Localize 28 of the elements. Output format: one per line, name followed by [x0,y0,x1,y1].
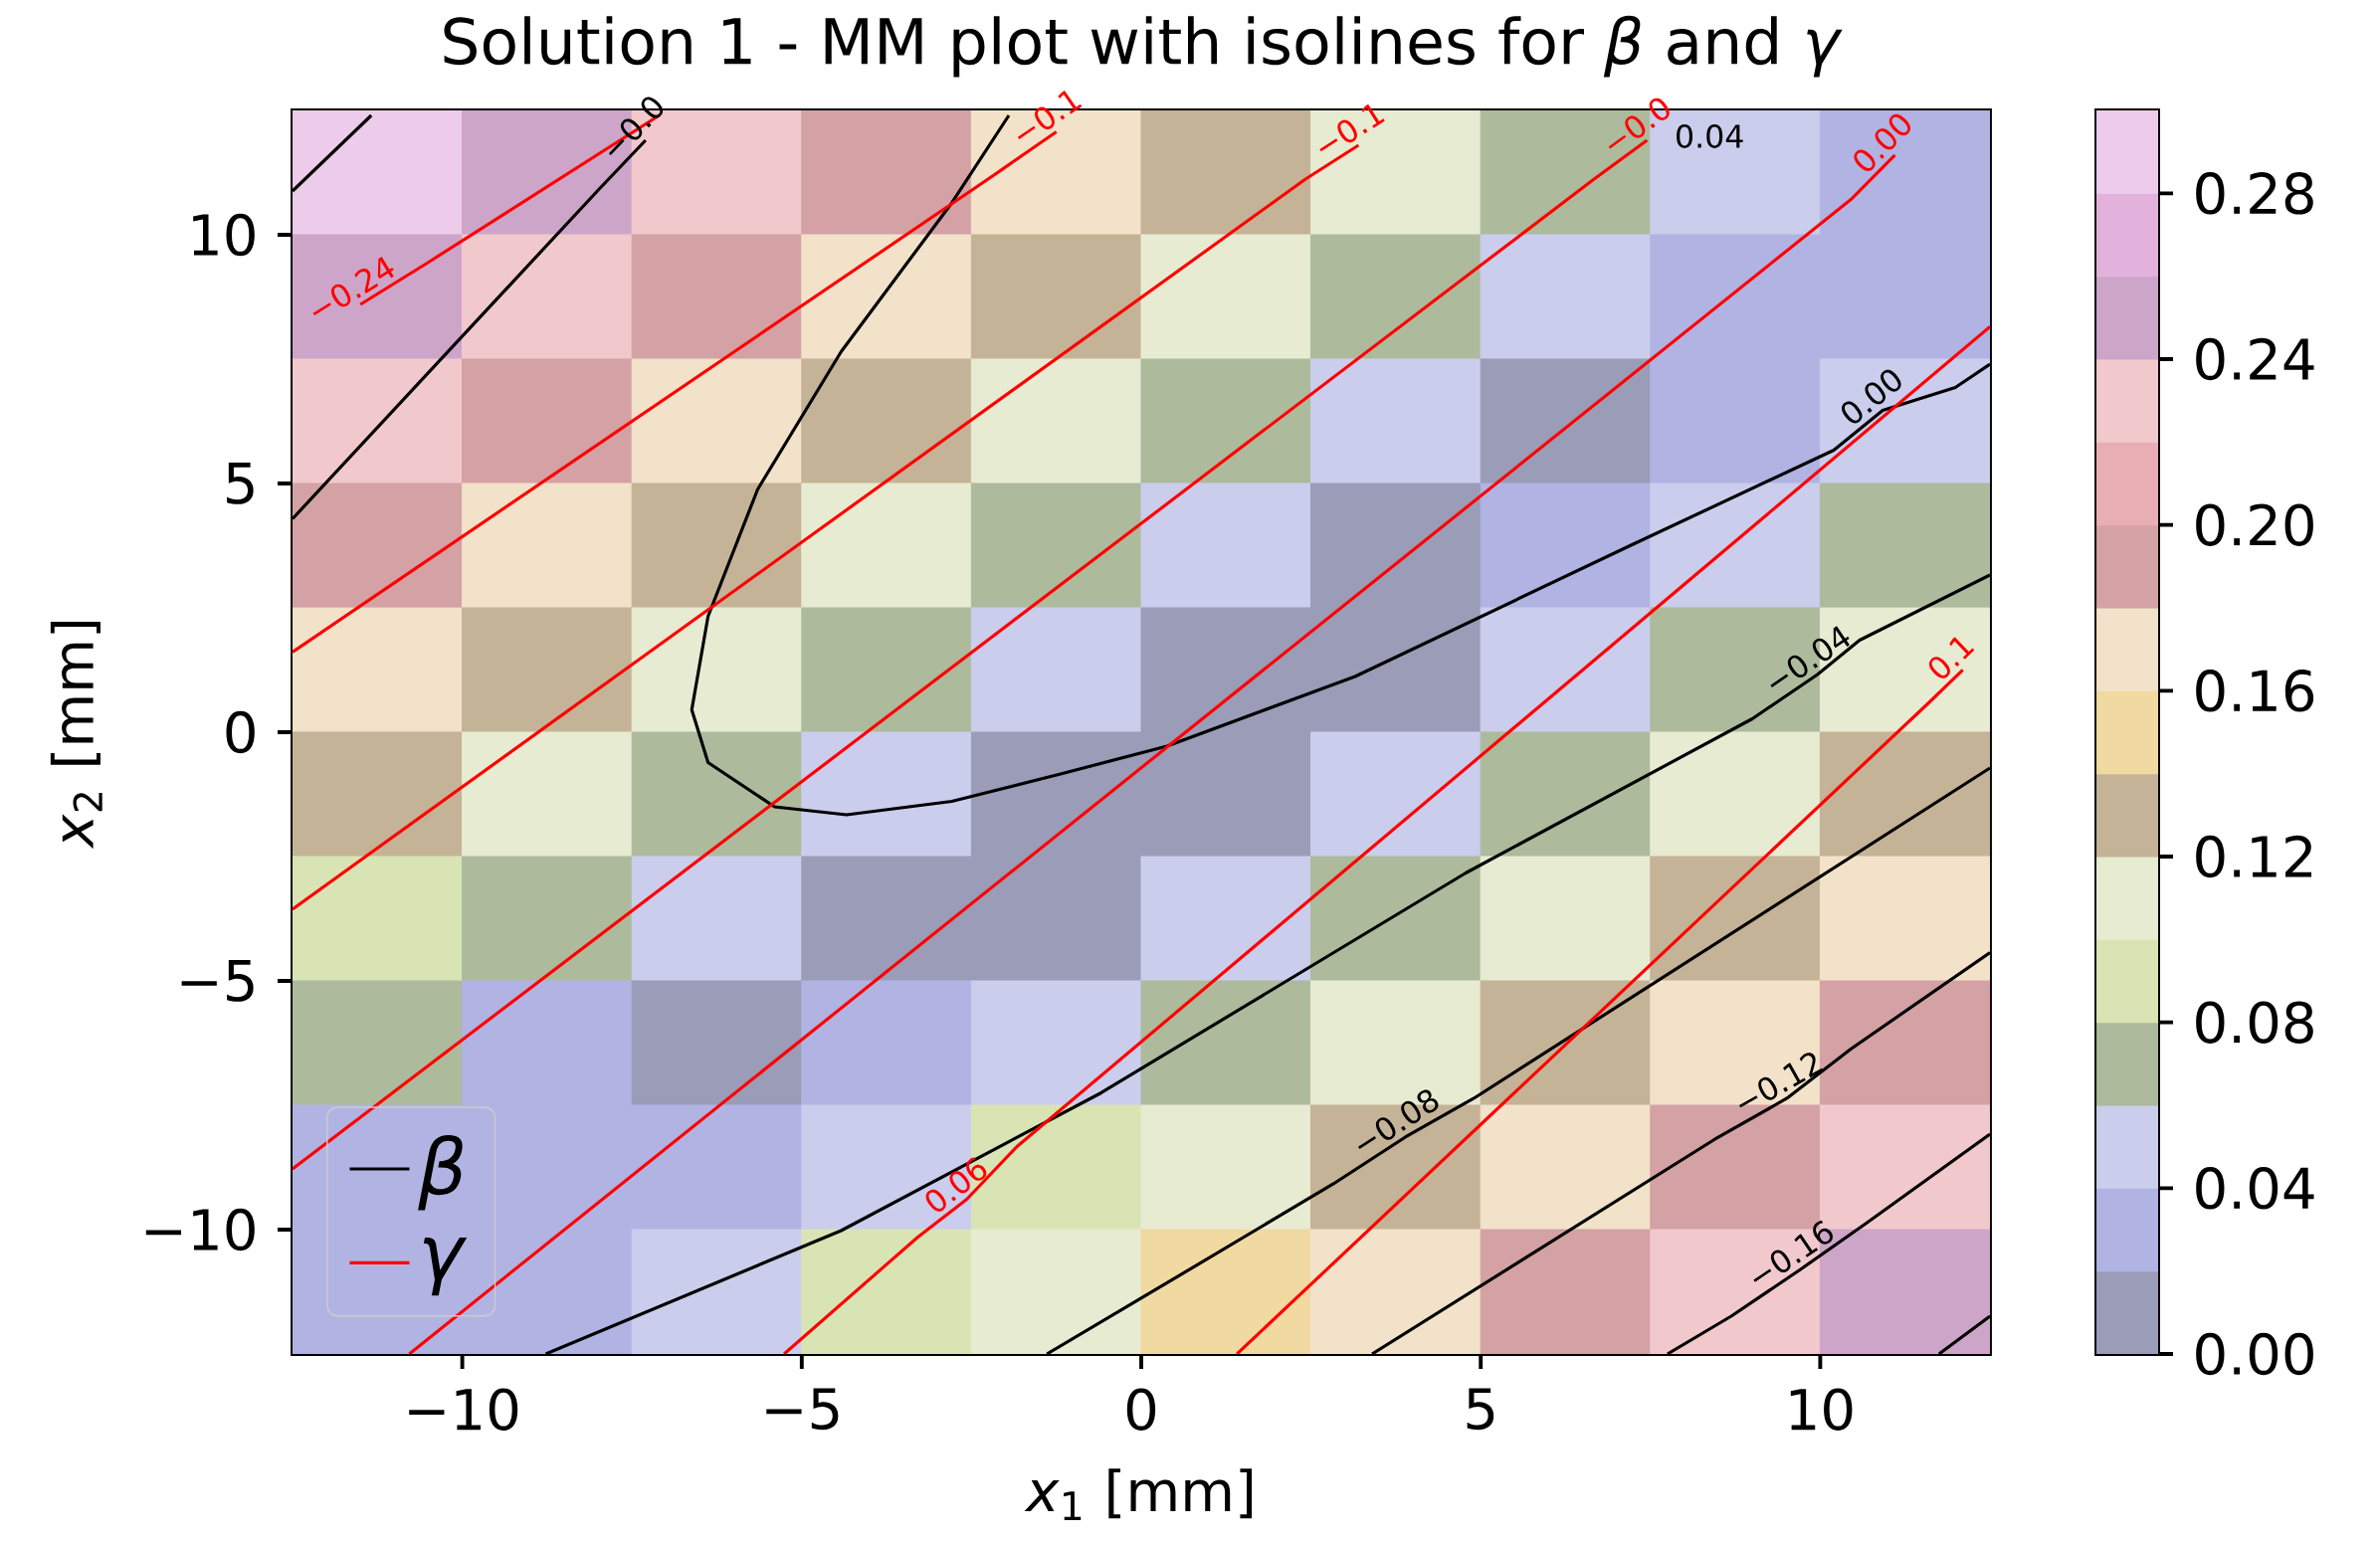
annotation: −0.0 [1608,97,1670,149]
x-axis-title: x$_{1}$ [mm] [1024,1468,1253,1520]
annotation: −0.1 [1319,103,1385,152]
y-tick-label: −5 [181,960,254,1002]
y-tick-label: −10 [145,1208,255,1252]
annotation: −0.1 [1017,90,1083,140]
legend-label: β [418,1135,463,1211]
color-bar-label: 0.16 [2196,670,2314,712]
color-bar-label: 0.08 [2196,1001,2313,1044]
color-bar-label: 0.24 [2196,337,2314,381]
x-tick-label: −10 [409,1388,518,1431]
color-bar-label: 0.20 [2196,503,2313,546]
x-tick-label: 10 [1790,1388,1853,1431]
y-tick-label: 10 [193,213,255,257]
y-tick-label: 0 [226,710,255,754]
annotation: 0.04 [1677,123,1743,148]
annotation: 0.1 [1928,637,1975,678]
color-bar-label: 0.12 [2196,835,2312,878]
x-tick-label: 5 [1467,1388,1494,1431]
y-axis-title: x$_{2}$ [mm] [50,621,102,850]
color-bar-label: 0.04 [2196,1167,2314,1210]
color-bar-label: 0.00 [2196,1332,2313,1376]
x-tick-label: −5 [766,1388,839,1431]
legend-label: γ [423,1237,468,1296]
y-tick-label: 5 [227,463,254,504]
chart-title: Solution 1 - MM plot with isolines for β and γ [444,15,1843,78]
color-bar-label: 0.28 [2196,172,2313,215]
x-tick-label: 0 [1126,1388,1156,1431]
